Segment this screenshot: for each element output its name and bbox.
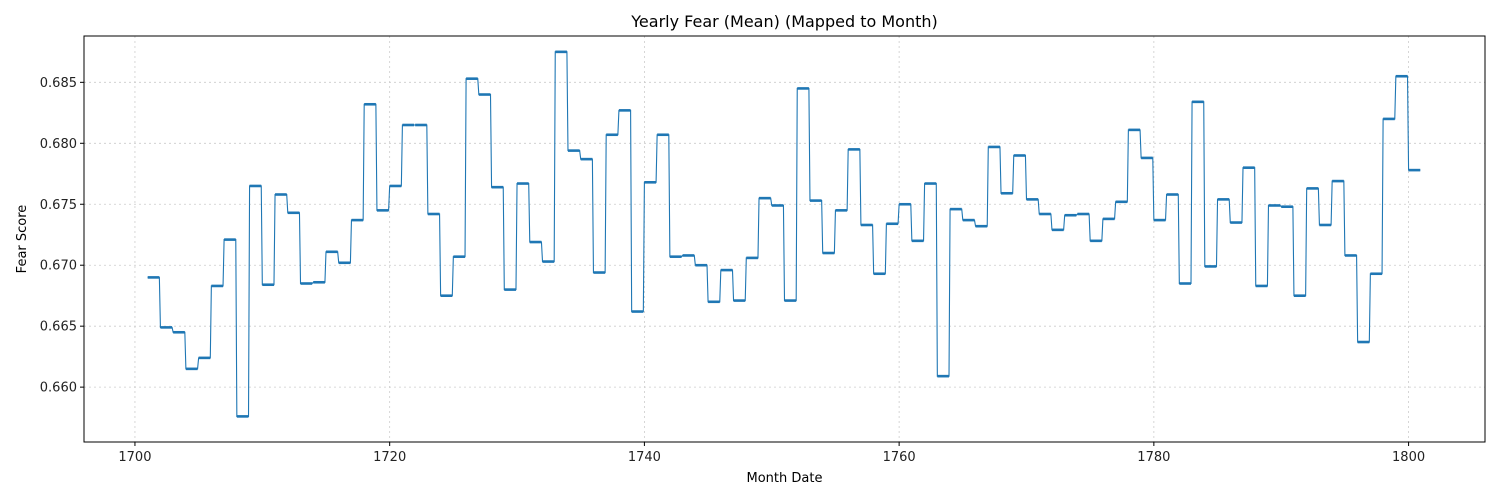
x-tick-label: 1720 [373, 450, 406, 465]
axes-frame [83, 35, 1486, 443]
y-tick-label: 0.670 [40, 259, 77, 274]
y-tick-label: 0.660 [40, 381, 77, 396]
x-axis: 1700 1720 1740 1760 1780 1800 [118, 442, 1425, 465]
x-tick-label: 1760 [883, 450, 916, 465]
y-axis-label: Fear Score [15, 205, 30, 274]
x-tick-label: 1800 [1392, 450, 1425, 465]
x-tick-label: 1740 [628, 450, 661, 465]
series-layer [147, 50, 1421, 418]
x-tick-label: 1700 [118, 450, 151, 465]
chart-title: Yearly Fear (Mean) (Mapped to Month) [630, 12, 937, 31]
y-tick-label: 0.680 [40, 137, 77, 152]
series-line [147, 51, 1421, 417]
y-tick-label: 0.675 [40, 198, 77, 213]
x-axis-label: Month Date [747, 471, 823, 486]
y-tick-label: 0.685 [40, 76, 77, 91]
x-tick-label: 1780 [1137, 450, 1170, 465]
y-axis: 0.660 0.665 0.670 0.675 0.680 0.685 [40, 76, 84, 396]
y-tick-label: 0.665 [40, 320, 77, 335]
